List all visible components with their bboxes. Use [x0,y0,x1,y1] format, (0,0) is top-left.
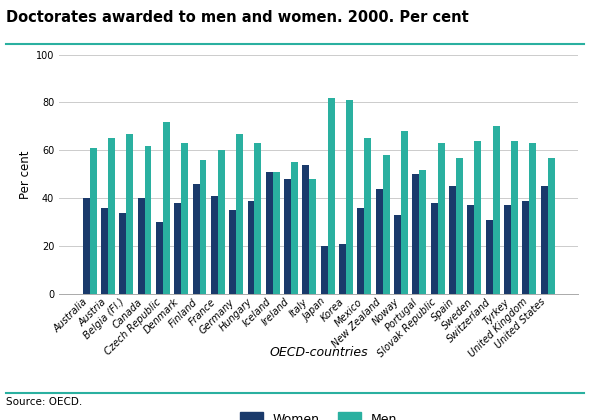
Bar [449,186,456,294]
Bar [522,201,529,294]
Bar [303,165,309,294]
Bar [467,205,474,294]
Bar [126,134,133,294]
Bar [438,143,445,294]
Bar [419,170,427,294]
Bar [83,198,90,294]
Bar [199,160,206,294]
Bar [321,246,328,294]
Bar [229,210,236,294]
Bar [412,174,419,294]
Bar [90,148,97,294]
Bar [181,143,188,294]
Bar [358,208,365,294]
Text: Doctorates awarded to men and women. 2000. Per cent: Doctorates awarded to men and women. 200… [6,10,468,26]
Bar [254,143,261,294]
Bar [431,203,438,294]
Bar [156,222,163,294]
Bar [493,126,500,294]
Bar [346,100,353,294]
Bar [192,184,199,294]
Bar [394,215,401,294]
Bar [486,220,493,294]
Bar [145,146,152,294]
Text: OECD-countries: OECD-countries [269,346,368,360]
Bar [174,203,181,294]
Y-axis label: Per cent: Per cent [19,150,32,199]
Bar [339,244,346,294]
Bar [119,213,126,294]
Bar [540,186,548,294]
Bar [504,205,511,294]
Bar [511,141,518,294]
Bar [248,201,254,294]
Bar [456,158,463,294]
Bar [266,172,273,294]
Bar [137,198,145,294]
Bar [101,208,108,294]
Bar [365,138,371,294]
Bar [401,131,408,294]
Bar [529,143,536,294]
Legend: Women, Men: Women, Men [235,407,402,420]
Bar [548,158,555,294]
Bar [236,134,243,294]
Text: Source: OECD.: Source: OECD. [6,397,82,407]
Bar [284,179,291,294]
Bar [108,138,115,294]
Bar [273,172,280,294]
Bar [309,179,316,294]
Bar [328,98,335,294]
Bar [383,155,389,294]
Bar [163,122,170,294]
Bar [376,189,383,294]
Bar [211,196,218,294]
Bar [291,163,298,294]
Bar [218,150,225,294]
Bar [474,141,481,294]
